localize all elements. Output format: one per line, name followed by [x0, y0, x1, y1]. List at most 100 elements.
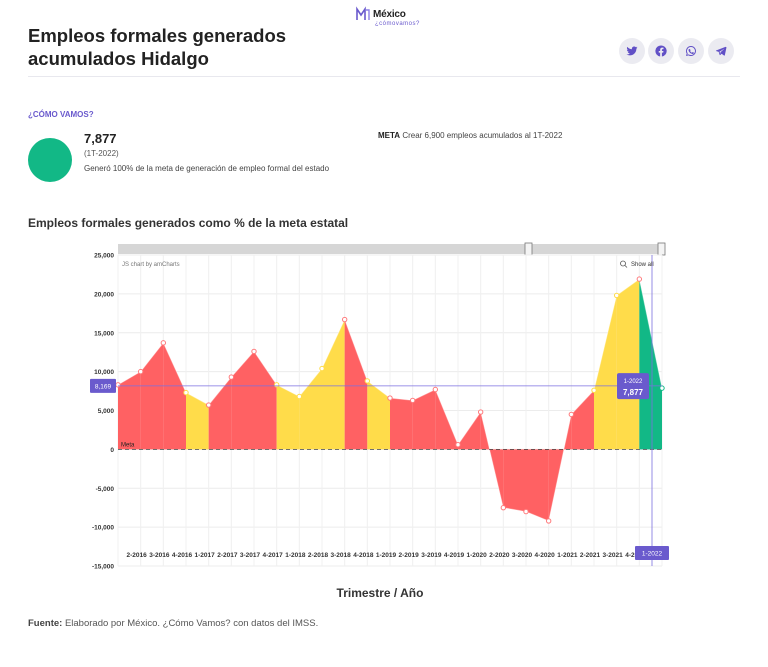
- area-segment: [367, 380, 390, 450]
- y-tick-label: 5,000: [98, 408, 115, 415]
- data-point[interactable]: [387, 395, 393, 401]
- area-segment: [231, 351, 254, 450]
- area-segment: [208, 377, 232, 450]
- area-segment: [412, 389, 436, 450]
- goal-label: META: [378, 131, 401, 140]
- kpi-period: (1T-2022): [84, 149, 119, 158]
- data-point[interactable]: [523, 508, 529, 515]
- chart[interactable]: 25,000 20,000 15,000 10,000 5,000 0 -5,000 -10,…: [0, 236, 768, 576]
- area-segment: [435, 389, 458, 450]
- data-point[interactable]: [137, 368, 144, 375]
- area-segment: [639, 279, 662, 450]
- chart-credit: JS chart by amCharts: [122, 262, 180, 268]
- x-tick-label: 1-2020: [467, 552, 488, 559]
- x-tick-label: 3-2020: [512, 552, 533, 559]
- logo-text: México: [373, 9, 406, 20]
- area-segment: [322, 319, 345, 450]
- x-axis-label: Trimestre / Año: [336, 586, 424, 600]
- data-point[interactable]: [568, 411, 575, 418]
- twitter-share-button[interactable]: [619, 38, 645, 64]
- y-tick-label: 15,000: [94, 330, 114, 337]
- zoom-icon[interactable]: [620, 260, 626, 267]
- y-tick-label: -15,000: [92, 564, 114, 571]
- show-all-button[interactable]: Show all: [631, 262, 654, 268]
- area-segment: [526, 449, 549, 521]
- x-tick-label: 2-2018: [308, 552, 329, 559]
- data-point[interactable]: [251, 348, 257, 355]
- x-tick-label: 4-2020: [535, 552, 556, 559]
- y-tick-label: 20,000: [94, 291, 114, 298]
- data-point[interactable]: [659, 385, 665, 391]
- twitter-icon: [626, 46, 638, 56]
- area-segment: [299, 368, 322, 450]
- data-point[interactable]: [455, 442, 461, 448]
- whatsapp-share-button[interactable]: [678, 38, 704, 64]
- chart-scrollbar[interactable]: [118, 244, 662, 254]
- data-point[interactable]: [500, 504, 507, 511]
- zoom-icon-handle: [624, 265, 628, 268]
- x-tick-label: 4-2018: [353, 552, 374, 559]
- y-tick-label: -5,000: [96, 486, 115, 493]
- kpi-description: Generó 100% de la meta de generación de …: [84, 164, 330, 173]
- area-segment: [118, 371, 141, 450]
- y-tick-label: 0: [110, 447, 114, 454]
- area-segment: [548, 449, 564, 521]
- cursor-axis-label: 1-2022: [642, 551, 663, 558]
- x-tick-label: 1-2021: [557, 552, 578, 559]
- meta-label: Meta: [121, 442, 135, 448]
- area-segment: [616, 279, 640, 450]
- x-tick-label: 3-2019: [421, 552, 442, 559]
- area-segment: [458, 412, 481, 450]
- data-point[interactable]: [160, 340, 167, 346]
- x-tick-label: 1-2017: [195, 552, 216, 559]
- data-point[interactable]: [636, 276, 643, 282]
- area-segment: [390, 398, 413, 450]
- x-tick-label: 2-2019: [399, 552, 420, 559]
- kpi-value: 7,877: [84, 131, 117, 146]
- divider: [28, 76, 740, 77]
- data-point[interactable]: [591, 387, 597, 393]
- logo-mark-icon: [356, 6, 370, 20]
- y-tick-label: 10,000: [94, 369, 114, 376]
- x-tick-label: 3-2021: [603, 552, 624, 559]
- source-text: Elaborado por México. ¿Cómo Vamos? con d…: [64, 618, 319, 629]
- data-point[interactable]: [613, 292, 620, 299]
- data-point[interactable]: [477, 409, 484, 415]
- data-point[interactable]: [319, 365, 325, 372]
- x-tick-label: 2-2017: [217, 552, 238, 559]
- goal-text: META Crear 6,900 empleos acumulados al 1…: [378, 131, 562, 140]
- page-title: Empleos formales generados acumulados Hi…: [28, 25, 287, 69]
- data-point[interactable]: [228, 374, 235, 380]
- data-point[interactable]: [296, 393, 303, 400]
- area-segment: [480, 412, 490, 450]
- data-point[interactable]: [545, 518, 552, 524]
- data-point[interactable]: [115, 382, 121, 388]
- area-segment: [563, 414, 572, 450]
- telegram-icon: [715, 46, 727, 56]
- x-tick-label: 3-2017: [240, 552, 261, 559]
- data-point[interactable]: [341, 316, 348, 323]
- x-tick-label: 1-2019: [376, 552, 397, 559]
- telegram-share-button[interactable]: [708, 38, 734, 64]
- data-point[interactable]: [183, 389, 189, 396]
- data-point[interactable]: [409, 397, 416, 404]
- y-tick-label: -10,000: [92, 525, 114, 532]
- x-tick-label: 2-2020: [489, 552, 510, 559]
- x-tick-label: 2-2016: [127, 552, 148, 559]
- area-segment: [503, 449, 526, 512]
- scrollbar-grip-right[interactable]: [657, 242, 666, 256]
- data-point[interactable]: [273, 382, 280, 388]
- tooltip-category: 1-2022: [624, 379, 643, 385]
- facebook-share-button[interactable]: [648, 38, 674, 64]
- logo-subtext: ¿cómovamos?: [375, 21, 420, 27]
- x-tick-label: 3-2018: [331, 552, 352, 559]
- scrollbar-grip-left[interactable]: [524, 242, 533, 256]
- data-point[interactable]: [364, 378, 371, 384]
- cursor-tooltip: [617, 373, 649, 400]
- data-point[interactable]: [432, 386, 439, 393]
- logo: México ¿cómovamos?: [355, 6, 419, 30]
- data-point[interactable]: [205, 402, 212, 408]
- whatsapp-icon: [686, 46, 696, 56]
- source-label: Fuente:: [28, 618, 63, 629]
- x-tick-label: 2-2021: [580, 552, 601, 559]
